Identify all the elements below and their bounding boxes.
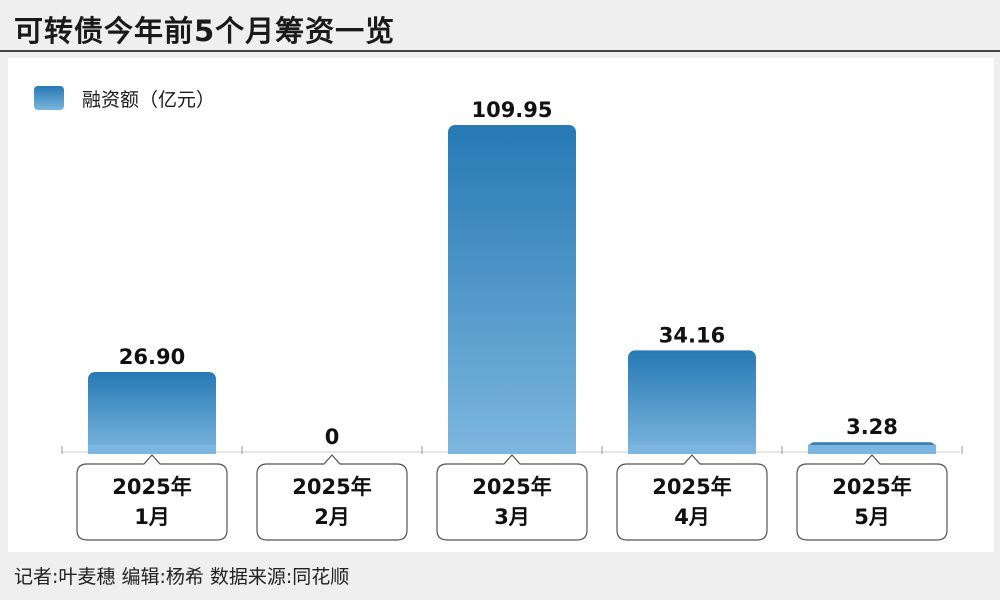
x-tick-label-2-2: 2月 [314, 505, 350, 529]
bar-3 [448, 125, 576, 455]
bar-base-1 [88, 445, 216, 454]
x-tick-label-3-2: 3月 [494, 505, 530, 529]
bar-base-3 [448, 445, 576, 454]
title-bar: 可转债今年前5个月筹资一览 [0, 0, 1000, 54]
category-callout-5 [796, 454, 948, 541]
bar-4 [628, 350, 756, 454]
x-tick-label-5-2: 5月 [854, 505, 890, 529]
data-label-1: 26.90 [119, 345, 185, 369]
x-tick-label-2-1: 2025年 [292, 475, 371, 499]
x-tick-label-4-1: 2025年 [652, 475, 731, 499]
category-callout-4 [616, 454, 768, 541]
bar-1 [88, 372, 216, 454]
category-callout-3 [436, 454, 588, 541]
x-tick-label-5-1: 2025年 [832, 475, 911, 499]
legend-label: 融资额（亿元） [82, 89, 215, 111]
x-tick-label-4-2: 4月 [674, 505, 710, 529]
chart-panel: 融资额（亿元） 26.90 2025年 1月 0 2025年 2月 109.95 2025年 3月… [8, 58, 994, 552]
data-label-4: 34.16 [659, 323, 725, 347]
x-tick-label-1-2: 1月 [134, 505, 170, 529]
bar-chart: 融资额（亿元） 26.90 2025年 1月 0 2025年 2月 109.95 2025年 3月… [34, 86, 963, 541]
bar-base-4 [628, 445, 756, 454]
legend-swatch [34, 86, 64, 110]
footer-credits: 记者:叶麦穗 编辑:杨希 数据来源:同花顺 [14, 566, 350, 588]
bar-base-5 [808, 445, 936, 454]
title-divider [0, 50, 1000, 52]
category-callout-2 [256, 454, 408, 541]
x-tick-label-3-1: 2025年 [472, 475, 551, 499]
data-label-2: 0 [325, 425, 340, 449]
data-label-3: 109.95 [471, 98, 552, 122]
data-label-5: 3.28 [846, 415, 898, 439]
x-tick-label-1-1: 2025年 [112, 475, 191, 499]
category-callout-1 [76, 454, 228, 541]
chart-title: 可转债今年前5个月筹资一览 [14, 14, 396, 48]
